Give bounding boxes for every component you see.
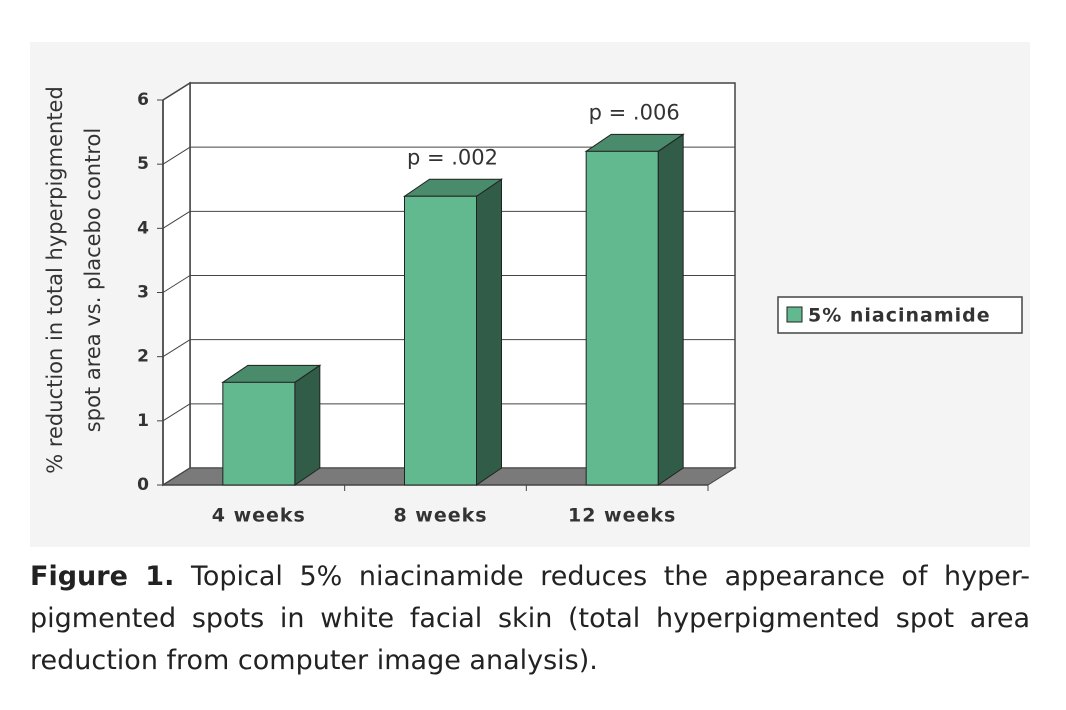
y-axis-title-line: % reduction in total hyperpigmented — [43, 86, 67, 474]
bar-side — [657, 133, 684, 486]
x-tick-label: 12 weeks — [568, 505, 676, 527]
bar-side — [476, 178, 502, 486]
grid-line — [162, 146, 191, 165]
y-axis-title-line: spot area vs. placebo control — [81, 128, 105, 432]
grid-line — [162, 275, 191, 293]
annotation: p = .002 — [407, 145, 498, 169]
bar-side — [294, 364, 321, 486]
x-tick-label: 4 weeks — [212, 505, 306, 527]
y-tick-label: 1 — [137, 411, 149, 431]
annotation: p = .006 — [589, 100, 680, 124]
x-tick-label: 8 weeks — [393, 505, 487, 527]
y-tick-label: 6 — [137, 90, 149, 110]
legend-swatch — [786, 306, 803, 323]
grid-line — [162, 403, 191, 422]
caption-text: Topical 5% niacinamide reduces the appea… — [30, 561, 1030, 676]
bar — [585, 150, 659, 486]
legend-label: 5% niacinamide — [808, 305, 991, 327]
y-tick-label: 0 — [137, 475, 149, 495]
grid-line — [162, 210, 191, 229]
y-tick-label: 4 — [137, 218, 149, 238]
legend-box — [777, 296, 1023, 334]
bar — [222, 381, 296, 486]
chart: 0 1 2 3 4 5 6 % reduction in total hyperpigment… — [30, 42, 1030, 547]
y-axis-title: % reduction in total hyperpigmented spot … — [43, 86, 105, 474]
y-tick-label: 2 — [137, 347, 149, 367]
grid-line — [162, 339, 191, 358]
y-tick-label: 3 — [137, 283, 149, 303]
grid-line — [162, 467, 191, 486]
y-tick-label: 5 — [137, 154, 149, 174]
bar — [404, 195, 477, 486]
caption: Figure 1. Topical 5% niacinamide reduces… — [30, 556, 1030, 682]
caption-label: Figure 1. — [30, 561, 175, 592]
grid-line — [162, 82, 191, 101]
